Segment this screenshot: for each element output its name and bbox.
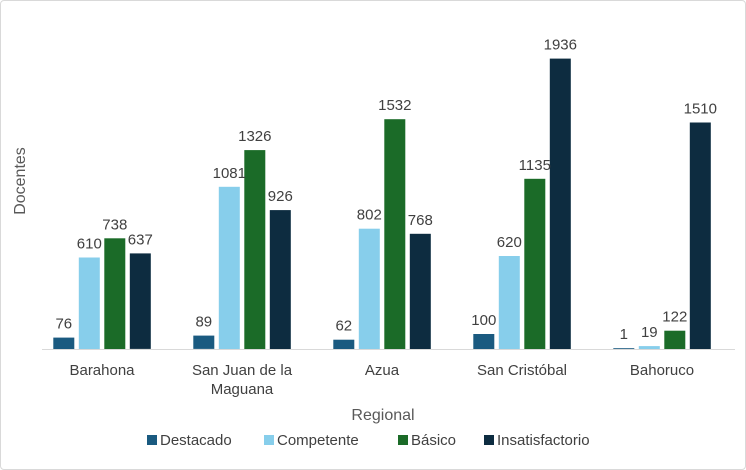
data-label: 1936 xyxy=(544,37,577,54)
bar-competente-0 xyxy=(78,257,100,349)
bar-básico-4 xyxy=(664,330,686,349)
data-label: 768 xyxy=(408,212,433,229)
bar-competente-1 xyxy=(218,186,240,349)
data-label: 620 xyxy=(497,234,522,251)
bar-insatisfactorio-4 xyxy=(689,122,711,349)
x-tick-label: San Cristóbal xyxy=(477,362,567,379)
data-label: 122 xyxy=(662,309,687,326)
x-tick-label: San Juan de la Maguana xyxy=(192,362,293,398)
bar-básico-2 xyxy=(384,119,406,349)
data-label: 1081 xyxy=(213,165,246,182)
legend-swatch-competente xyxy=(264,435,274,445)
bar-competente-2 xyxy=(358,228,380,349)
x-axis-title: Regional xyxy=(351,407,414,424)
data-label: 637 xyxy=(128,231,153,248)
bar-destacado-0 xyxy=(53,337,75,349)
x-tick-labels-group: Barahona San Juan de la Maguana Azua San Cri… xyxy=(69,362,694,398)
data-label: 1 xyxy=(620,326,628,343)
bar-destacado-4 xyxy=(613,348,635,349)
data-label: 802 xyxy=(357,207,382,224)
data-label: 1135 xyxy=(519,157,551,174)
legend-swatch-básico xyxy=(398,435,408,445)
bar-insatisfactorio-2 xyxy=(409,233,431,349)
data-label: 738 xyxy=(102,216,127,233)
legend-label-básico: Básico xyxy=(411,432,456,449)
bar-básico-3 xyxy=(524,178,546,350)
bar-destacado-1 xyxy=(193,335,215,349)
bar-insatisfactorio-1 xyxy=(269,210,291,349)
bar-labels-group: 76 89 62 100 1 610 1081 802 620 19 738 1326 1532 1135… xyxy=(55,37,717,344)
bars-group xyxy=(53,58,711,350)
legend-label-competente: Competente xyxy=(277,432,359,449)
legend-label-destacado: Destacado xyxy=(160,432,232,449)
legend-label-insatisfactorio: Insatisfactorio xyxy=(497,432,590,449)
data-label: 100 xyxy=(471,312,496,329)
legend: Destacado Competente Básico Insatisfactorio xyxy=(147,432,590,449)
data-label: 89 xyxy=(195,314,212,331)
bar-destacado-3 xyxy=(473,334,495,349)
bar-insatisfactorio-3 xyxy=(549,58,571,349)
legend-swatch-insatisfactorio xyxy=(484,435,494,445)
data-label: 926 xyxy=(268,188,293,205)
bar-competente-4 xyxy=(638,346,660,349)
data-label: 76 xyxy=(55,316,72,333)
y-axis-title: Docentes xyxy=(12,147,29,215)
x-tick-label: Azua xyxy=(365,362,400,379)
bar-competente-3 xyxy=(498,256,520,349)
x-tick-label: Bahoruco xyxy=(630,362,694,379)
data-label: 1326 xyxy=(238,128,271,145)
bar-destacado-2 xyxy=(333,339,355,349)
bar-insatisfactorio-0 xyxy=(129,253,151,349)
data-label: 1510 xyxy=(684,101,717,118)
x-tick-label: Barahona xyxy=(69,362,135,379)
data-label: 1532 xyxy=(378,97,411,114)
bar-básico-0 xyxy=(104,238,126,349)
data-label: 19 xyxy=(641,324,658,341)
legend-swatch-destacado xyxy=(147,435,157,445)
data-label: 610 xyxy=(77,236,102,253)
bar-básico-1 xyxy=(244,150,266,349)
data-label: 62 xyxy=(335,318,352,335)
